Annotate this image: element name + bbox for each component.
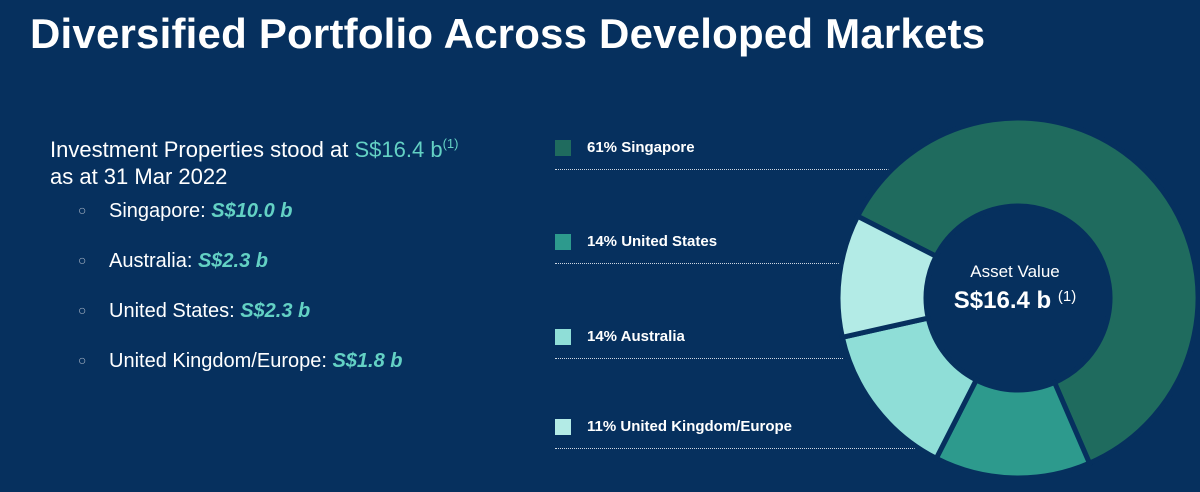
legend-label-uk-europe: 11% United Kingdom/Europe <box>587 418 793 435</box>
intro-footnote: (1) <box>442 136 459 151</box>
legend-swatch-singapore <box>555 140 571 156</box>
breakdown-value: S$2.3 b <box>240 300 311 322</box>
list-item: ○ United Kingdom/Europe: S$1.8 b <box>78 346 403 396</box>
intro-date: as at 31 Mar 2022 <box>50 164 228 189</box>
breakdown-value: S$1.8 b <box>332 350 403 372</box>
legend-label-singapore: 61% Singapore <box>587 139 695 156</box>
breakdown-value: S$10.0 b <box>211 200 293 222</box>
legend-swatch-united-states <box>555 234 571 250</box>
breakdown-label: United States: <box>109 300 241 322</box>
center-label-title: Asset Value <box>970 262 1060 281</box>
legend-leader-line <box>555 358 843 359</box>
intro-text: Investment Properties stood at S$16.4 b(… <box>50 130 520 190</box>
circle-bullet-icon: ○ <box>78 352 87 368</box>
list-item: ○ Australia: S$2.3 b <box>78 246 403 296</box>
breakdown-label: Singapore: <box>109 200 212 222</box>
center-value-footnote: (1) <box>1057 288 1077 305</box>
center-label-value: S$16.4 b (1) <box>940 282 1090 316</box>
circle-bullet-icon: ○ <box>78 202 87 218</box>
breakdown-list: ○ Singapore: S$10.0 b ○ Australia: S$2.3 b… <box>78 196 403 396</box>
legend-swatch-uk-europe <box>555 419 571 435</box>
legend-label-australia: 14% Australia <box>587 328 685 345</box>
legend-swatch-australia <box>555 329 571 345</box>
list-item: ○ Singapore: S$10.0 b <box>78 196 403 246</box>
breakdown-value: S$2.3 b <box>197 250 268 272</box>
circle-bullet-icon: ○ <box>78 252 87 268</box>
breakdown-label: Australia: <box>109 250 198 272</box>
donut-center-label: Asset Value S$16.4 b (1) <box>940 262 1090 316</box>
page-title: Diversified Portfolio Across Developed M… <box>30 10 986 57</box>
legend-leader-line <box>555 263 843 264</box>
donut-slice-singapore <box>854 115 1200 467</box>
donut-slice-united-kingdom-europe <box>835 212 940 341</box>
breakdown-label: United Kingdom/Europe: <box>109 350 333 372</box>
circle-bullet-icon: ○ <box>78 302 87 318</box>
center-value-text: S$16.4 b <box>953 287 1052 314</box>
list-item: ○ United States: S$2.3 b <box>78 296 403 346</box>
intro-total: S$16.4 b <box>354 137 443 162</box>
legend-leader-line <box>555 448 943 449</box>
donut-slices <box>835 115 1200 481</box>
intro-prefix: Investment Properties stood at <box>50 137 355 162</box>
legend-label-united-states: 14% United States <box>587 233 718 250</box>
legend-leader-line <box>555 169 893 170</box>
